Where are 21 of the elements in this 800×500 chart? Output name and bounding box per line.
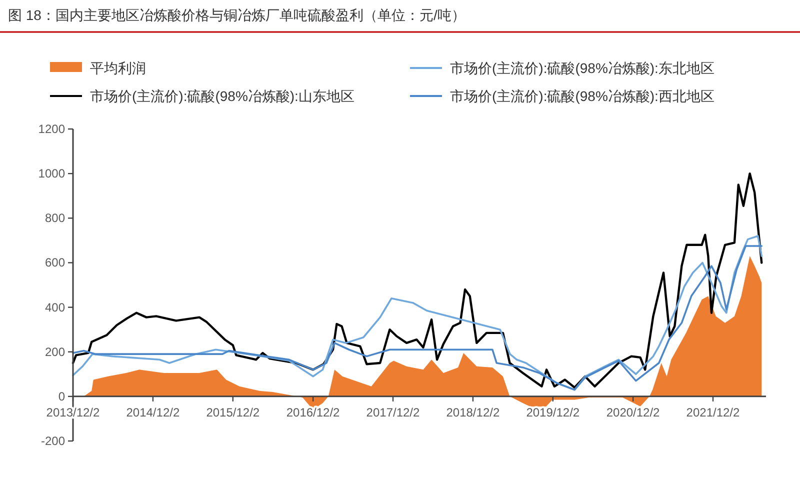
legend-label: 平均利润 bbox=[90, 60, 146, 76]
x-tick-label: 2021/12/2 bbox=[686, 405, 740, 420]
x-tick-label: 2015/12/2 bbox=[206, 405, 260, 420]
x-tick-label: 2018/12/2 bbox=[446, 405, 500, 420]
y-tick-label: 200 bbox=[44, 344, 66, 359]
x-tick-label: 2019/12/2 bbox=[526, 405, 580, 420]
y-tick-label: 800 bbox=[44, 211, 66, 226]
x-tick-label: 2014/12/2 bbox=[126, 405, 180, 420]
x-tick-label: 2020/12/2 bbox=[606, 405, 660, 420]
y-tick-label: -200 bbox=[40, 434, 66, 448]
y-tick-label: 1200 bbox=[38, 122, 66, 136]
y-tick-label: 600 bbox=[44, 256, 66, 270]
x-tick-label: 2017/12/2 bbox=[366, 405, 420, 420]
x-tick-label: 2016/12/2 bbox=[286, 405, 340, 420]
y-tick-label: 400 bbox=[44, 300, 66, 314]
legend-label: 市场价(主流价):硫酸(98%冶炼酸):山东地区 bbox=[90, 88, 354, 104]
chart-title: 图 18：国内主要地区冶炼酸价格与铜冶炼厂单吨硫酸盈利（单位：元/吨） bbox=[8, 7, 466, 23]
y-tick-label: 1000 bbox=[38, 166, 66, 181]
legend-label: 市场价(主流价):硫酸(98%冶炼酸):西北地区 bbox=[450, 88, 714, 104]
legend-label: 市场价(主流价):硫酸(98%冶炼酸):东北地区 bbox=[450, 60, 714, 76]
y-tick-label: 0 bbox=[58, 389, 66, 404]
